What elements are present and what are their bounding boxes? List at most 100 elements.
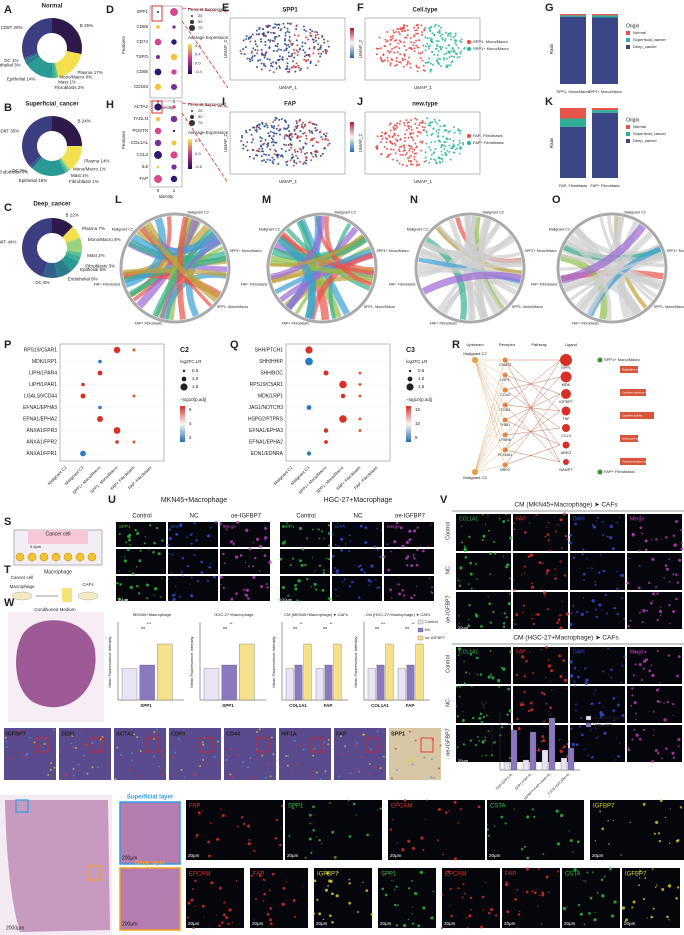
cell-point (407, 124, 410, 127)
stain (158, 765, 161, 768)
cell-point (288, 130, 291, 133)
significance: ** (508, 722, 512, 728)
cell-point (403, 140, 406, 143)
cell-point (290, 144, 293, 147)
signal (430, 591, 432, 593)
bar-segment (560, 126, 586, 178)
signal (331, 921, 334, 924)
edge (504, 404, 561, 412)
cell-point (402, 26, 405, 29)
signal (546, 608, 549, 611)
donut-slice (24, 53, 40, 66)
slice-label: Epithelial 6% (80, 267, 106, 272)
connector (181, 7, 229, 13)
signal (556, 842, 561, 846)
cell-point (293, 129, 296, 132)
signal (322, 571, 325, 575)
signal (665, 536, 668, 539)
signal (474, 744, 478, 747)
cell-point (378, 36, 381, 39)
signal (485, 523, 487, 526)
cell-point (256, 52, 259, 55)
cell-point (305, 143, 308, 146)
label: Macrophage (44, 569, 72, 575)
cell-point (394, 144, 397, 147)
signal (509, 650, 512, 653)
cell-point (260, 52, 263, 55)
signal (279, 557, 283, 561)
cell-point (457, 129, 460, 132)
cell-point (435, 47, 438, 50)
signal (569, 622, 573, 626)
signal (661, 757, 663, 760)
stain (162, 754, 165, 757)
cell-point (459, 148, 462, 151)
feature-label: CD86 (136, 69, 148, 74)
signal (517, 913, 521, 916)
cell-point (292, 164, 295, 167)
panel-letter: O (552, 194, 561, 206)
cell-point (404, 153, 407, 156)
stain (439, 744, 442, 747)
slice-label: Epithelial 18% (19, 178, 48, 183)
signal (413, 594, 416, 597)
cell-point (271, 126, 274, 129)
stain (394, 747, 397, 750)
cell-point (452, 139, 455, 142)
signal (620, 854, 622, 856)
donut-slice (32, 157, 66, 176)
cell-point (435, 162, 438, 165)
cell-point (386, 30, 389, 33)
row-label: EFNA1/EPHA2 (249, 439, 283, 445)
signal (669, 581, 671, 583)
signal (559, 518, 563, 522)
signal (197, 811, 201, 815)
cell-point (446, 64, 449, 67)
signal (639, 611, 641, 614)
cell-point (264, 40, 267, 43)
slice-label: CD8T 35% (0, 129, 19, 134)
signal (403, 594, 406, 597)
legend-label: NC (425, 627, 431, 632)
signal (661, 888, 665, 891)
signal (362, 881, 364, 884)
signal (302, 885, 304, 887)
signal (228, 908, 232, 912)
plot-frame (59, 343, 165, 462)
cell-point (396, 159, 399, 162)
cell-point (253, 126, 256, 129)
dot (339, 380, 347, 389)
cell-point (268, 134, 271, 137)
feature-label: CD68 (136, 24, 148, 29)
signal (596, 736, 599, 739)
cell-point (412, 139, 415, 142)
cell-point (413, 152, 416, 155)
cell-point (448, 33, 451, 36)
signal (600, 554, 602, 556)
signal (506, 713, 509, 716)
legend-label: 50 (198, 114, 203, 119)
cell-point (402, 65, 405, 68)
signal (615, 737, 617, 739)
cell-point (275, 141, 278, 144)
cell-point (280, 118, 283, 121)
signal (489, 621, 492, 624)
x-tick-label: SPP1 (222, 703, 234, 708)
cell-point (262, 62, 265, 65)
cell-point (446, 34, 449, 37)
legend-title: Origin (626, 117, 640, 123)
cell-point (450, 147, 453, 150)
bar (333, 643, 342, 701)
roi (35, 737, 49, 753)
signal (580, 612, 584, 617)
signal (549, 706, 552, 710)
signal (402, 923, 407, 928)
signal (293, 915, 296, 918)
signal (625, 918, 628, 922)
signal (507, 519, 510, 522)
signal (149, 524, 152, 527)
cell-point (400, 145, 403, 148)
stain (20, 751, 23, 754)
signal (216, 837, 220, 841)
signal (457, 821, 460, 824)
